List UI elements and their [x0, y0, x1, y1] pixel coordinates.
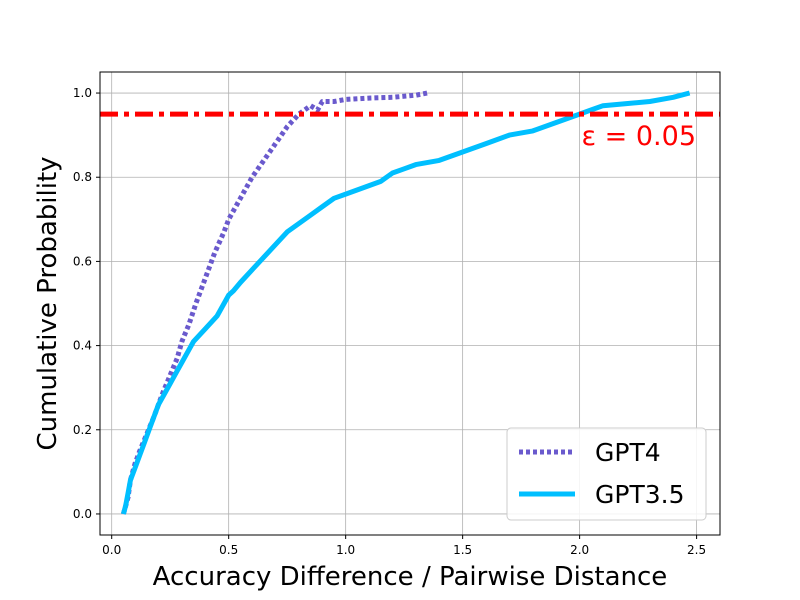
- y-axis-label: Cumulative Probability: [33, 156, 63, 450]
- series-layer: [120, 90, 691, 515]
- y-tick-label: 0.2: [73, 423, 92, 437]
- x-tick-label: 2.5: [687, 543, 706, 557]
- threshold-label: ε = 0.05: [582, 121, 697, 152]
- grid-lines: [100, 72, 720, 535]
- series-line-gpt35: [120, 90, 691, 515]
- axes-frame: [99, 71, 721, 536]
- y-tick-label: 1.0: [73, 86, 92, 100]
- x-tick-label: 2.0: [570, 543, 589, 557]
- legend: GPT4 GPT3.5: [506, 427, 707, 521]
- x-tick-label: 0.0: [102, 543, 121, 557]
- axis-ticks: 0.0 0.5 1.0 1.5 2.0 2.5 0.0 0.2 0.4 0.6 0.8 1.0: [73, 86, 706, 557]
- legend-label-gpt4: GPT4: [595, 438, 661, 467]
- y-tick-label: 0.0: [73, 507, 92, 521]
- x-tick-label: 1.0: [336, 543, 355, 557]
- legend-label-gpt35: GPT3.5: [595, 480, 684, 509]
- y-tick-label: 0.4: [73, 339, 92, 353]
- y-tick-label: 0.6: [73, 254, 92, 268]
- x-tick-label: 1.5: [453, 543, 472, 557]
- series-line-gpt4: [120, 90, 428, 515]
- x-tick-label: 0.5: [219, 543, 238, 557]
- x-axis-label: Accuracy Difference / Pairwise Distance: [153, 562, 668, 592]
- y-tick-label: 0.8: [73, 170, 92, 184]
